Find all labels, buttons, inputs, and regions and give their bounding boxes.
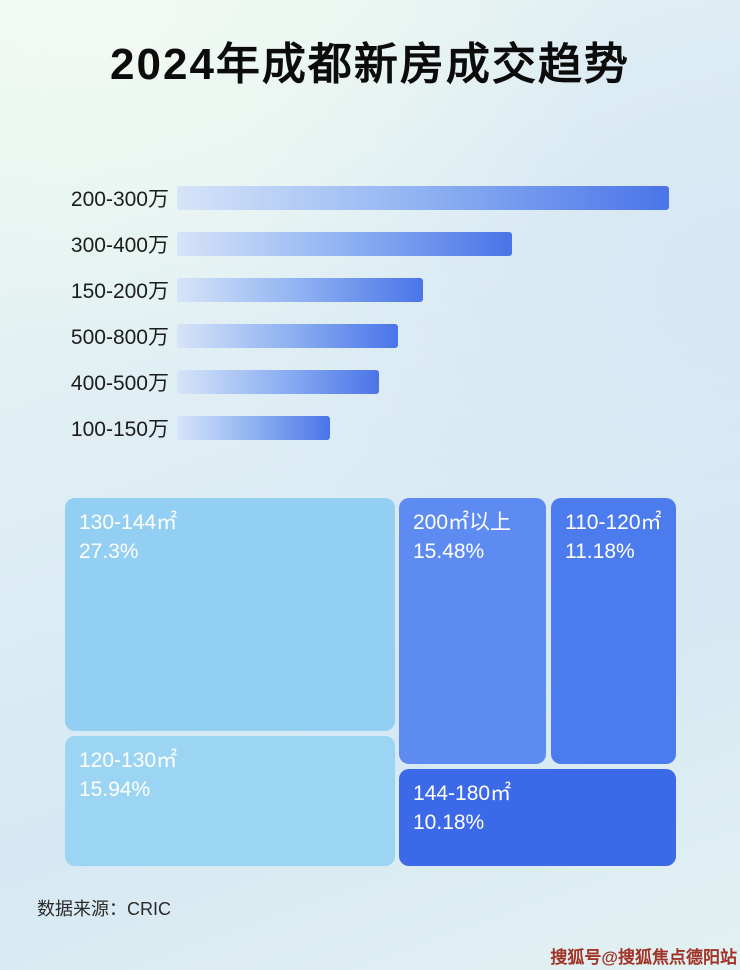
watermark: 搜狐号@搜狐焦点德阳站 xyxy=(550,948,737,967)
bar-track xyxy=(177,416,669,440)
page-title: 2024年成都新房成交趋势 xyxy=(110,40,630,89)
bar-row: 150-200万 xyxy=(55,278,669,303)
price-band-bar-chart: 200-300万 300-400万 150-200万 500-800万 400-500万… xyxy=(55,186,669,462)
treemap-cell-value: 10.18% xyxy=(413,811,485,835)
treemap-cell-144-180: 144-180㎡ 10.18% xyxy=(399,769,676,866)
bar xyxy=(177,278,423,302)
bar xyxy=(177,186,669,210)
treemap-cell-110-120: 110-120㎡ 11.18% xyxy=(551,498,676,764)
bar-row: 300-400万 xyxy=(55,232,669,257)
bar-track xyxy=(177,186,669,210)
area-share-treemap: 130-144㎡ 27.3% 120-130㎡ 15.94% 200㎡以上 15… xyxy=(65,498,676,866)
bar-track xyxy=(177,370,669,394)
treemap-cell-value: 15.48% xyxy=(413,540,485,564)
treemap-cell-label: 200㎡以上 xyxy=(413,511,512,534)
treemap-cell-label: 130-144㎡ xyxy=(79,511,178,534)
bar-track xyxy=(177,278,669,302)
bar-row: 500-800万 xyxy=(55,324,669,349)
treemap-cell-label: 144-180㎡ xyxy=(413,782,512,805)
bar-row: 200-300万 xyxy=(55,186,669,211)
bar xyxy=(177,324,399,348)
bar-category-label: 150-200万 xyxy=(70,280,169,303)
data-source: 数据来源：CRIC xyxy=(37,899,171,919)
bar-row: 400-500万 xyxy=(55,370,669,395)
bar-track xyxy=(177,324,669,348)
bar-category-label: 200-300万 xyxy=(70,188,169,211)
treemap-cell-value: 11.18% xyxy=(565,540,635,564)
bar-row: 100-150万 xyxy=(55,416,669,441)
treemap-cell-120-130: 120-130㎡ 15.94% xyxy=(65,736,395,866)
bar-category-label: 500-800万 xyxy=(70,326,169,349)
bar xyxy=(177,416,330,440)
treemap-cell-label: 110-120㎡ xyxy=(565,511,662,534)
bar-category-label: 300-400万 xyxy=(70,234,169,257)
treemap-cell-130-144: 130-144㎡ 27.3% xyxy=(65,498,395,731)
bar-category-label: 100-150万 xyxy=(70,418,169,441)
bar xyxy=(177,232,512,256)
treemap-cell-value: 15.94% xyxy=(79,778,151,802)
bar-track xyxy=(177,232,669,256)
treemap-cell-label: 120-130㎡ xyxy=(79,749,178,772)
bar-category-label: 400-500万 xyxy=(70,372,169,395)
treemap-cell-200-plus: 200㎡以上 15.48% xyxy=(399,498,546,764)
bar xyxy=(177,370,379,394)
treemap-cell-value: 27.3% xyxy=(79,540,139,564)
